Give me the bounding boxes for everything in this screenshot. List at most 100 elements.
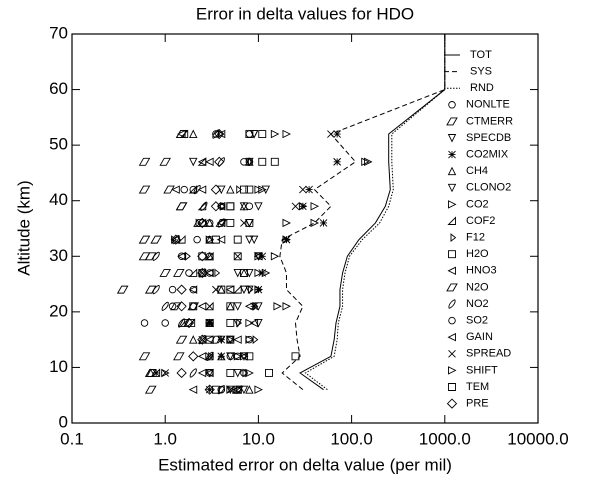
error-marker <box>240 269 248 277</box>
error-marker <box>233 302 242 311</box>
error-marker <box>333 130 341 138</box>
legend-marker <box>448 299 456 309</box>
legend-marker <box>447 216 456 225</box>
error-marker <box>197 218 207 227</box>
error-marker <box>188 351 199 362</box>
legend-marker <box>448 250 456 259</box>
legend-label: N2O <box>466 281 489 293</box>
error-marker <box>273 302 282 311</box>
error-marker <box>214 268 221 278</box>
error-marker <box>197 302 207 311</box>
error-marker <box>217 185 226 195</box>
legend-label: F12 <box>466 232 485 244</box>
error-marker <box>245 368 254 378</box>
error-marker <box>178 318 186 328</box>
error-marker <box>189 157 198 167</box>
error-marker <box>245 285 254 295</box>
x-axis-label: Estimated error on delta value (per mil) <box>158 455 452 474</box>
legend-label: SPREAD <box>466 348 511 360</box>
error-marker <box>188 185 198 194</box>
error-marker <box>205 369 214 377</box>
error-marker <box>197 352 207 361</box>
error-marker <box>216 129 226 139</box>
error-marker <box>138 185 151 194</box>
error-marker <box>239 385 249 395</box>
error-marker <box>163 185 175 194</box>
error-marker <box>254 185 263 194</box>
error-marker <box>226 335 235 344</box>
error-marker <box>189 285 198 294</box>
error-marker <box>171 185 180 194</box>
error-marker <box>138 352 151 361</box>
error-marker <box>210 201 222 212</box>
legend-label: GAIN <box>466 331 493 343</box>
error-marker <box>205 385 214 394</box>
error-marker <box>258 157 267 166</box>
error-marker <box>189 129 198 138</box>
legend-label: SHIFT <box>466 364 498 376</box>
error-marker <box>254 385 263 394</box>
legend-label: H2O <box>466 248 489 260</box>
error-marker <box>327 130 335 138</box>
legend-marker <box>447 183 457 193</box>
error-marker <box>205 235 215 244</box>
legend-label: PRE <box>466 398 489 410</box>
legend-label: TEM <box>466 381 489 393</box>
error-marker <box>226 385 235 394</box>
error-marker <box>189 302 198 311</box>
error-marker <box>204 384 215 395</box>
error-marker <box>245 318 254 328</box>
error-marker <box>159 157 171 166</box>
error-marker <box>282 302 291 311</box>
error-marker <box>151 368 161 377</box>
error-marker <box>226 319 235 327</box>
error-marker <box>152 251 160 261</box>
legend-label: CO2 <box>466 198 489 210</box>
y-tick-label: 70 <box>49 23 68 42</box>
legend-label: NONLTE <box>466 99 510 111</box>
error-marker <box>171 235 180 244</box>
error-marker <box>175 130 188 138</box>
error-marker <box>138 235 151 244</box>
error-marker <box>310 218 320 228</box>
error-marker <box>233 285 242 294</box>
error-marker <box>233 252 242 261</box>
error-marker <box>168 285 177 294</box>
error-marker <box>265 369 273 377</box>
error-marker <box>186 318 196 327</box>
error-marker <box>245 185 254 194</box>
error-marker <box>233 369 242 378</box>
error-marker <box>188 268 198 277</box>
error-marker <box>205 319 214 327</box>
error-marker <box>245 218 254 227</box>
error-marker <box>168 302 177 311</box>
legend-label: CO2MIX <box>466 149 509 161</box>
x-tick-label: 10000.0 <box>507 429 568 448</box>
y-tick-label: 20 <box>49 301 68 320</box>
error-marker <box>226 302 235 311</box>
error-marker <box>210 184 222 195</box>
y-tick-label: 0 <box>59 412 68 431</box>
error-marker <box>205 319 214 327</box>
error-marker <box>305 185 313 194</box>
x-tick-label: 1.0 <box>153 429 177 448</box>
error-marker <box>161 369 170 377</box>
error-marker <box>185 269 193 277</box>
error-marker <box>226 285 235 294</box>
error-marker <box>197 185 207 194</box>
error-marker <box>116 285 129 294</box>
legend-label: CH4 <box>466 165 488 177</box>
legend-marker <box>448 383 456 391</box>
error-marker <box>233 269 242 278</box>
error-marker <box>249 235 259 245</box>
error-marker <box>236 318 242 328</box>
legend-label: HNO3 <box>466 265 497 277</box>
y-tick-label: 30 <box>49 246 68 265</box>
error-marker <box>189 302 198 311</box>
error-marker <box>176 284 187 295</box>
error-marker <box>205 268 214 278</box>
error-marker <box>270 252 280 261</box>
error-marker <box>200 201 208 211</box>
error-marker <box>161 319 169 327</box>
legend-marker <box>448 316 456 325</box>
